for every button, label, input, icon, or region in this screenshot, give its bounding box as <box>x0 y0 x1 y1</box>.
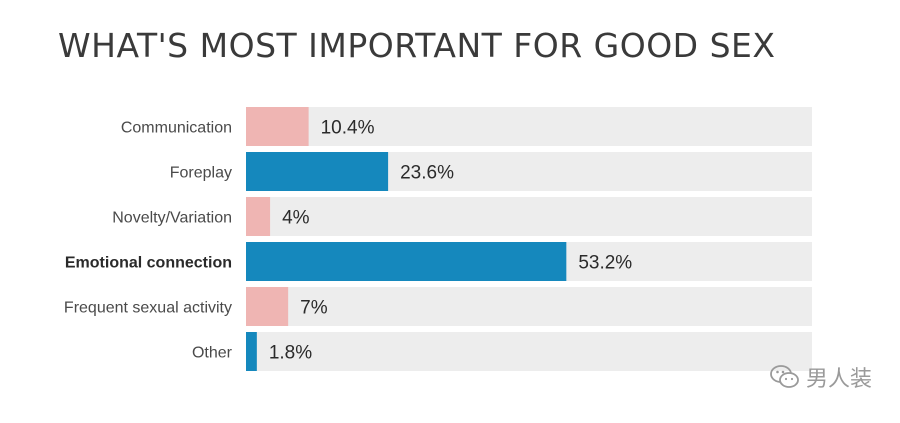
category-label-frequent-sexual-activity: Frequent sexual activity <box>64 300 232 317</box>
category-label-foreplay: Foreplay <box>170 165 232 182</box>
bar-foreplay <box>246 152 389 191</box>
value-label-emotional-connection: 53.2% <box>578 253 632 274</box>
category-label-communication: Communication <box>121 120 232 137</box>
bar-track-novelty-variation <box>246 197 812 236</box>
watermark: 男人装 <box>770 361 872 393</box>
value-label-novelty-variation: 4% <box>282 208 310 229</box>
category-label-novelty-variation: Novelty/Variation <box>112 210 232 227</box>
wechat-icon <box>770 365 799 388</box>
value-label-communication: 10.4% <box>321 118 375 139</box>
value-label-other: 1.8% <box>269 343 312 364</box>
bar-track-communication <box>246 107 812 146</box>
bar-track-frequent-sexual-activity <box>246 287 812 326</box>
bar-communication <box>246 107 309 146</box>
bar-emotional-connection <box>246 242 567 281</box>
bar-tracks <box>246 107 812 371</box>
category-label-emotional-connection: Emotional connection <box>65 255 232 272</box>
chart-title: WHAT'S MOST IMPORTANT FOR GOOD SEX <box>58 26 776 65</box>
watermark-text: 男人装 <box>805 367 872 392</box>
bars <box>246 107 567 371</box>
bar-frequent-sexual-activity <box>246 287 289 326</box>
category-labels: Communication Foreplay Novelty/Variation Em… <box>64 120 233 362</box>
bar-novelty-variation <box>246 197 271 236</box>
bar-other <box>246 332 257 371</box>
bar-track-other <box>246 332 812 371</box>
value-label-foreplay: 23.6% <box>400 163 454 184</box>
value-labels: 10.4% 23.6% 4% 53.2% 7% 1.8% <box>269 118 632 364</box>
value-label-frequent-sexual-activity: 7% <box>300 298 328 319</box>
category-label-other: Other <box>192 345 233 362</box>
